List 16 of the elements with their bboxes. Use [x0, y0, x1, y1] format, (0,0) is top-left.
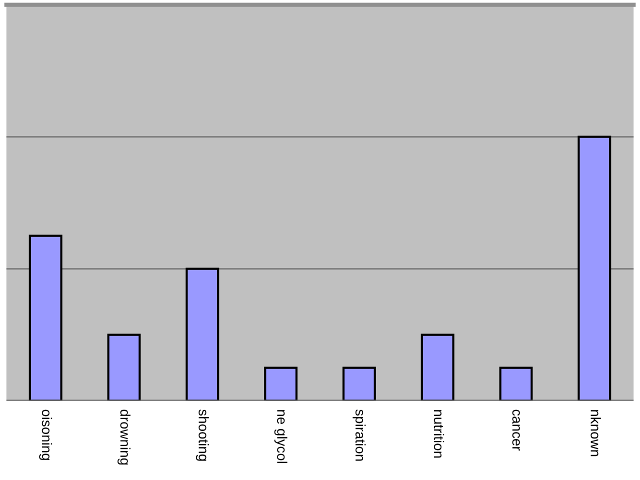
x-tick-label: cancer [512, 410, 520, 451]
x-tick-label: oisoning [39, 410, 52, 460]
x-tick-label: spiration [352, 410, 366, 461]
bar [264, 366, 298, 401]
bar [342, 366, 376, 401]
x-tick-label: nutrition [434, 410, 444, 458]
x-tick-label: ne glycol [274, 410, 288, 464]
bar [578, 136, 612, 401]
bar [499, 366, 533, 401]
x-tick-label: shooting [196, 410, 209, 461]
x-tick-label: nknown [590, 410, 601, 456]
x-tick-label: drowning [118, 410, 130, 465]
bar [107, 334, 141, 401]
bar [186, 268, 220, 401]
bar [28, 234, 62, 401]
bar [420, 334, 454, 401]
